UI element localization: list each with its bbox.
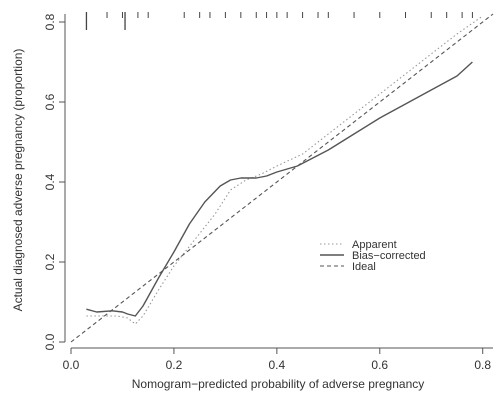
x-tick-label: 0.4 (269, 358, 286, 372)
series-line-dotted (86, 15, 484, 325)
y-tick-label: 0.6 (43, 93, 57, 110)
y-axis-label: Actual diagnosed adverse pregnancy (prop… (11, 49, 25, 312)
x-axis-ticks: 0.0 0.2 0.4 0.6 0.8 (63, 348, 491, 372)
series-lines (70, 13, 494, 343)
series-line-dashed (70, 13, 494, 343)
x-axis-label: Nomogram−predicted probability of advers… (132, 377, 425, 391)
legend-label: Apparent (352, 239, 397, 251)
rug-ticks (85, 12, 473, 30)
x-tick-label: 0.2 (166, 358, 183, 372)
y-axis-ticks: 0.0 0.2 0.4 0.6 0.8 (43, 13, 65, 350)
plot-area: 0.0 0.2 0.4 0.6 0.8 0.0 0.2 0.4 0.6 0.8 (43, 12, 494, 372)
y-tick-label: 0.2 (43, 253, 57, 270)
legend-label: Ideal (352, 261, 376, 273)
x-tick-label: 0.6 (371, 358, 388, 372)
x-tick-label: 0.8 (474, 358, 491, 372)
y-tick-label: 0.4 (43, 173, 57, 190)
legend-label: Bias−corrected (352, 250, 426, 262)
x-tick-label: 0.0 (63, 358, 80, 372)
y-tick-label: 0.0 (43, 333, 57, 350)
series-line-solid (86, 61, 473, 317)
y-tick-label: 0.8 (43, 13, 57, 30)
